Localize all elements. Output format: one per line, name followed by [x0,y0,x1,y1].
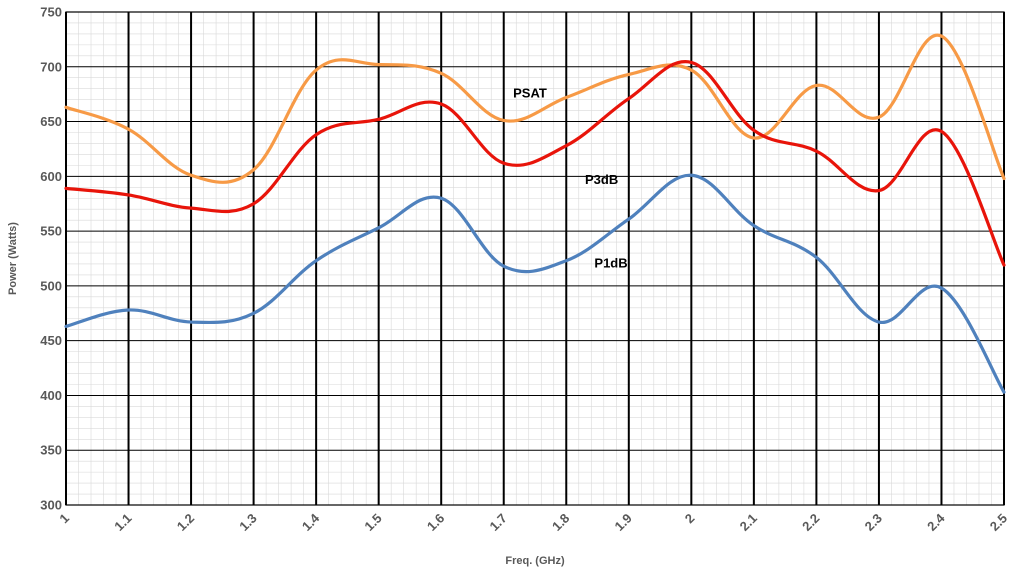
minor-grid [66,12,1004,505]
y-tick-labels: 300 350 400 450 500 550 600 650 700 750 [40,5,62,513]
y-tick-label: 550 [40,224,62,239]
y-tick-label: 650 [40,114,62,129]
series-line-p1db [64,173,1006,394]
annotation-p1db: P1dB [594,255,627,270]
y-tick-label: 350 [40,443,62,458]
annotation-p3db: P3dB [585,172,618,187]
y-tick-label: 750 [40,5,62,20]
y-tick-label: 500 [40,278,62,293]
annotation-psat: PSAT [513,85,547,100]
series-lines [64,33,1006,394]
x-axis-title: Freq. (GHz) [505,555,565,567]
y-tick-label: 450 [40,333,62,348]
y-tick-label: 400 [40,388,62,403]
y-tick-label: 300 [40,498,62,513]
series-line-psat [64,33,1006,184]
series-line-p3db [64,60,1006,267]
y-axis-title: Power (Watts) [7,222,19,295]
y-tick-label: 700 [40,59,62,74]
plot-area-border [65,11,1005,506]
series-annotations: PSAT P3dB P1dB [513,85,628,270]
y-tick-label: 600 [40,169,62,184]
